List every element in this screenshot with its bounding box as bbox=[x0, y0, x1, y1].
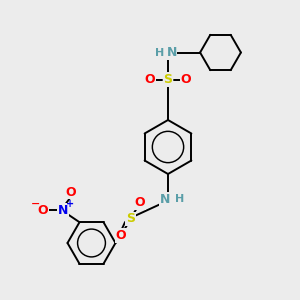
Text: O: O bbox=[116, 229, 126, 242]
Text: N: N bbox=[160, 193, 170, 206]
Text: N: N bbox=[58, 204, 68, 217]
Text: +: + bbox=[65, 199, 74, 208]
Text: −: − bbox=[31, 199, 41, 208]
Text: O: O bbox=[145, 73, 155, 86]
Text: O: O bbox=[135, 196, 146, 209]
Text: O: O bbox=[37, 204, 48, 217]
Text: O: O bbox=[65, 186, 76, 199]
Text: N: N bbox=[167, 46, 177, 59]
Text: H: H bbox=[155, 47, 164, 58]
Text: H: H bbox=[176, 194, 184, 205]
Text: S: S bbox=[126, 212, 135, 226]
Text: O: O bbox=[181, 73, 191, 86]
Text: S: S bbox=[164, 73, 172, 86]
